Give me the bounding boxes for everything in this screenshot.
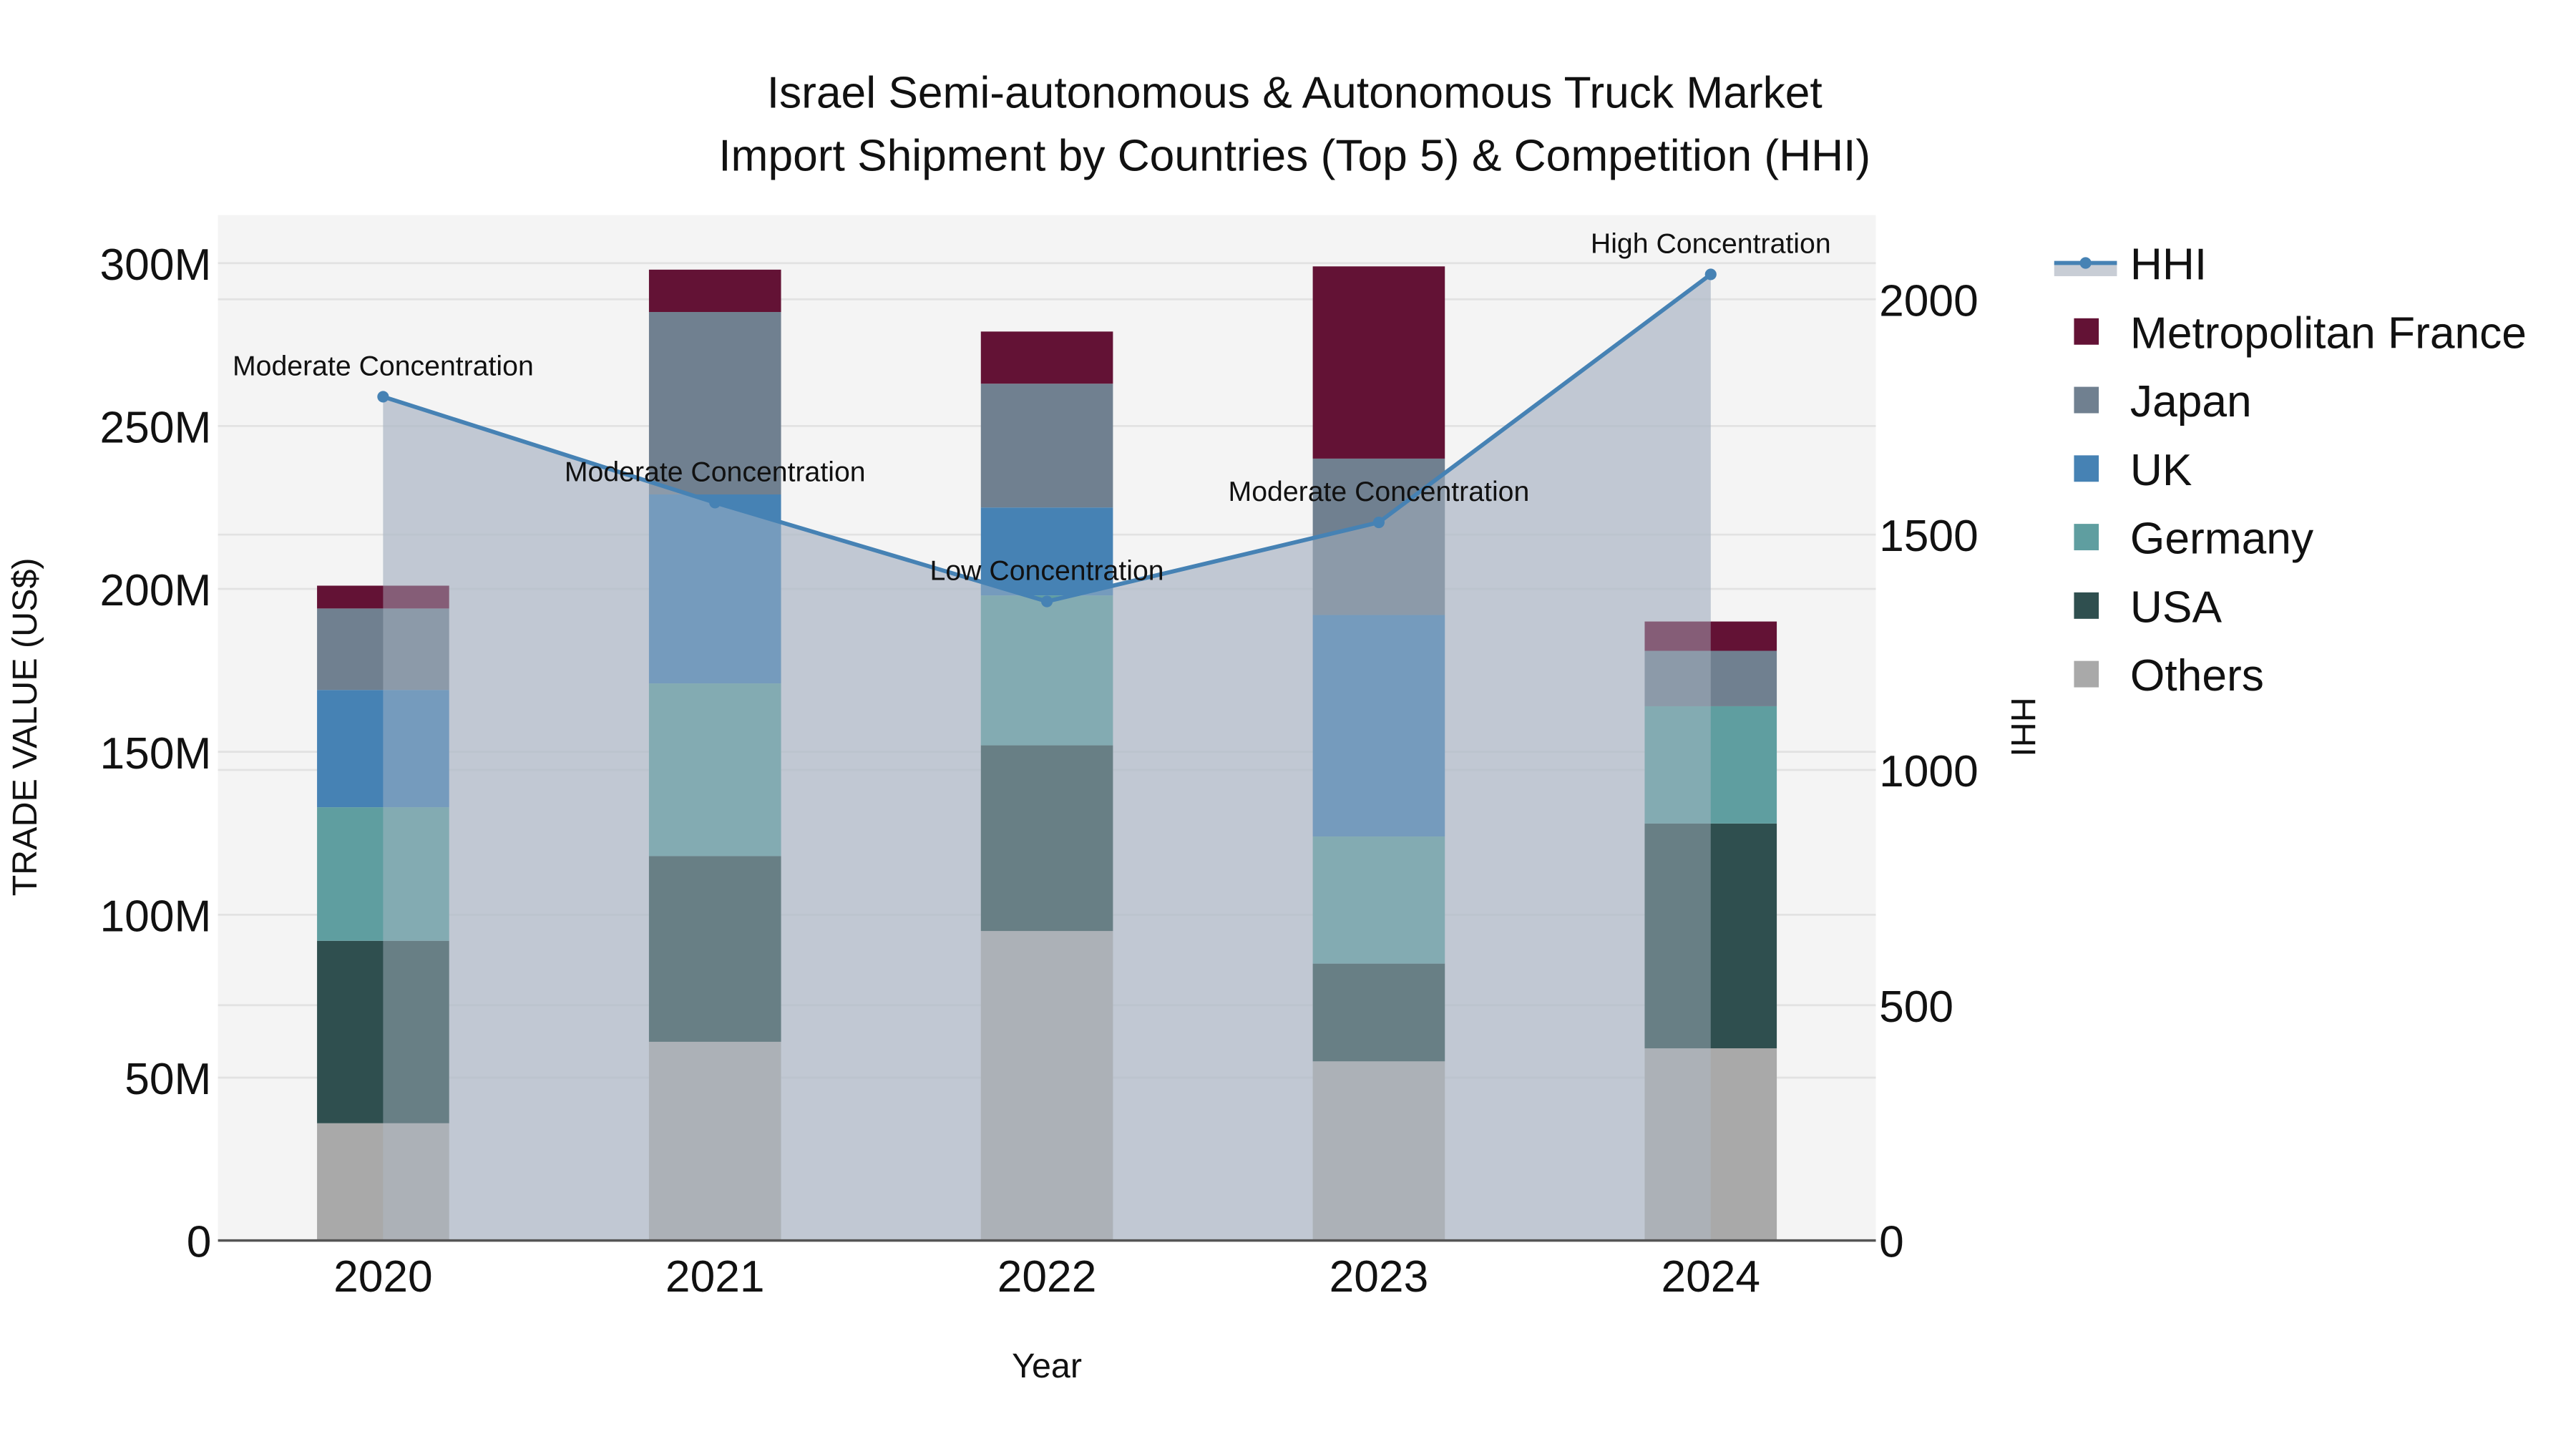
bar-segment[interactable] (648, 312, 781, 494)
hhi-annotation: Moderate Concentration (1229, 476, 1530, 507)
bar-segment[interactable] (1644, 621, 1777, 651)
y-axis-label: TRADE VALUE (US$) (6, 557, 44, 896)
y2-axis-ticks: 0 500 1000 1500 2000 (1879, 276, 1979, 1267)
legend-swatch (2074, 386, 2099, 414)
bar-segment[interactable] (1312, 458, 1445, 615)
bar-segment[interactable] (1312, 963, 1445, 1062)
bar-segment[interactable] (648, 269, 781, 313)
hhi-marker[interactable] (1704, 268, 1717, 280)
bars (317, 266, 1777, 1241)
legend-swatch (2074, 660, 2099, 688)
y-tick-label: 100M (100, 892, 212, 941)
y-tick-label: 150M (100, 729, 212, 779)
hhi-fill-overlay (383, 274, 1711, 1241)
bar-segment[interactable] (317, 608, 449, 691)
hhi-marker[interactable] (1041, 595, 1053, 608)
bar-segment[interactable] (317, 807, 449, 941)
bar-segment[interactable] (1644, 823, 1777, 1049)
y-tick-label: 200M (100, 566, 212, 615)
bar-segment[interactable] (317, 1123, 449, 1241)
bar-segment[interactable] (1312, 615, 1445, 837)
legend-hhi-marker (2079, 257, 2092, 269)
bar-segment[interactable] (980, 745, 1113, 932)
legend-label[interactable]: Germany (2130, 514, 2314, 564)
hhi-annotation: Moderate Concentration (233, 350, 534, 381)
x-tick-label: 2023 (1330, 1252, 1429, 1302)
bar-segment[interactable] (317, 690, 449, 808)
bar-segment[interactable] (648, 856, 781, 1042)
legend-label[interactable]: UK (2130, 446, 2192, 495)
legend-label[interactable]: HHI (2130, 240, 2207, 290)
bar-segment[interactable] (980, 931, 1113, 1241)
x-axis-label: Year (1012, 1347, 1082, 1385)
y-tick-label: 50M (125, 1055, 211, 1104)
x-tick-label: 2022 (997, 1252, 1097, 1302)
x-axis-ticks: 2020 2021 2022 2023 2024 (333, 1252, 1760, 1302)
y2-tick-label: 500 (1879, 982, 1953, 1032)
bar-segment[interactable] (1644, 1048, 1777, 1241)
bar-segment[interactable] (648, 683, 781, 857)
y-tick-label: 0 (187, 1218, 212, 1267)
bar-segment[interactable] (317, 940, 449, 1123)
hhi-annotation: Low Concentration (930, 555, 1164, 587)
bar-segment[interactable] (980, 507, 1113, 596)
bar-segment[interactable] (1312, 266, 1445, 459)
x-tick-label: 2024 (1661, 1252, 1760, 1302)
chart-subtitle: Import Shipment by Countries (Top 5) & C… (718, 131, 1870, 180)
x-tick-label: 2021 (665, 1252, 765, 1302)
y2-tick-label: 0 (1879, 1218, 1904, 1267)
legend-label[interactable]: USA (2130, 582, 2223, 632)
bar-segment[interactable] (648, 1041, 781, 1241)
legend-hhi-fill (2054, 263, 2117, 276)
y-axis-ticks: 0 50M 100M 150M 200M 250M 300M (100, 240, 212, 1267)
legend-label[interactable]: Japan (2130, 377, 2252, 426)
y-tick-label: 250M (100, 403, 212, 452)
bar-segment[interactable] (648, 494, 781, 684)
y2-tick-label: 1500 (1879, 512, 1979, 561)
bar-segment[interactable] (1644, 706, 1777, 824)
legend-label[interactable]: Others (2130, 651, 2264, 701)
chart-title: Israel Semi-autonomous & Autonomous Truc… (767, 69, 1823, 118)
y2-tick-label: 2000 (1879, 276, 1979, 326)
x-tick-label: 2020 (333, 1252, 433, 1302)
legend: HHI Metropolitan France Japan UK Germany USA O… (2054, 240, 2527, 701)
bar-segment[interactable] (1312, 836, 1445, 964)
bar-segment[interactable] (980, 384, 1113, 508)
hhi-annotation: High Concentration (1591, 228, 1831, 259)
hhi-marker[interactable] (1372, 516, 1385, 529)
legend-label[interactable]: Metropolitan France (2130, 308, 2527, 358)
bar-segment[interactable] (1644, 650, 1777, 706)
hhi-line: Moderate Concentration Moderate Concentra… (233, 228, 1831, 1241)
bar-segment[interactable] (1312, 1061, 1445, 1241)
bar-segment[interactable] (317, 585, 449, 609)
bar-segment[interactable] (980, 595, 1113, 746)
hhi-annotation: Moderate Concentration (565, 456, 866, 487)
y2-axis-label: HHI (2004, 697, 2042, 756)
legend-swatch (2074, 592, 2099, 619)
legend-swatch (2074, 455, 2099, 482)
legend-swatch (2074, 318, 2099, 345)
bar-segment[interactable] (980, 331, 1113, 384)
hhi-marker[interactable] (377, 391, 389, 403)
y-tick-label: 300M (100, 240, 212, 290)
legend-swatch (2074, 524, 2099, 551)
hhi-marker[interactable] (709, 497, 721, 509)
y2-tick-label: 1000 (1879, 747, 1979, 796)
